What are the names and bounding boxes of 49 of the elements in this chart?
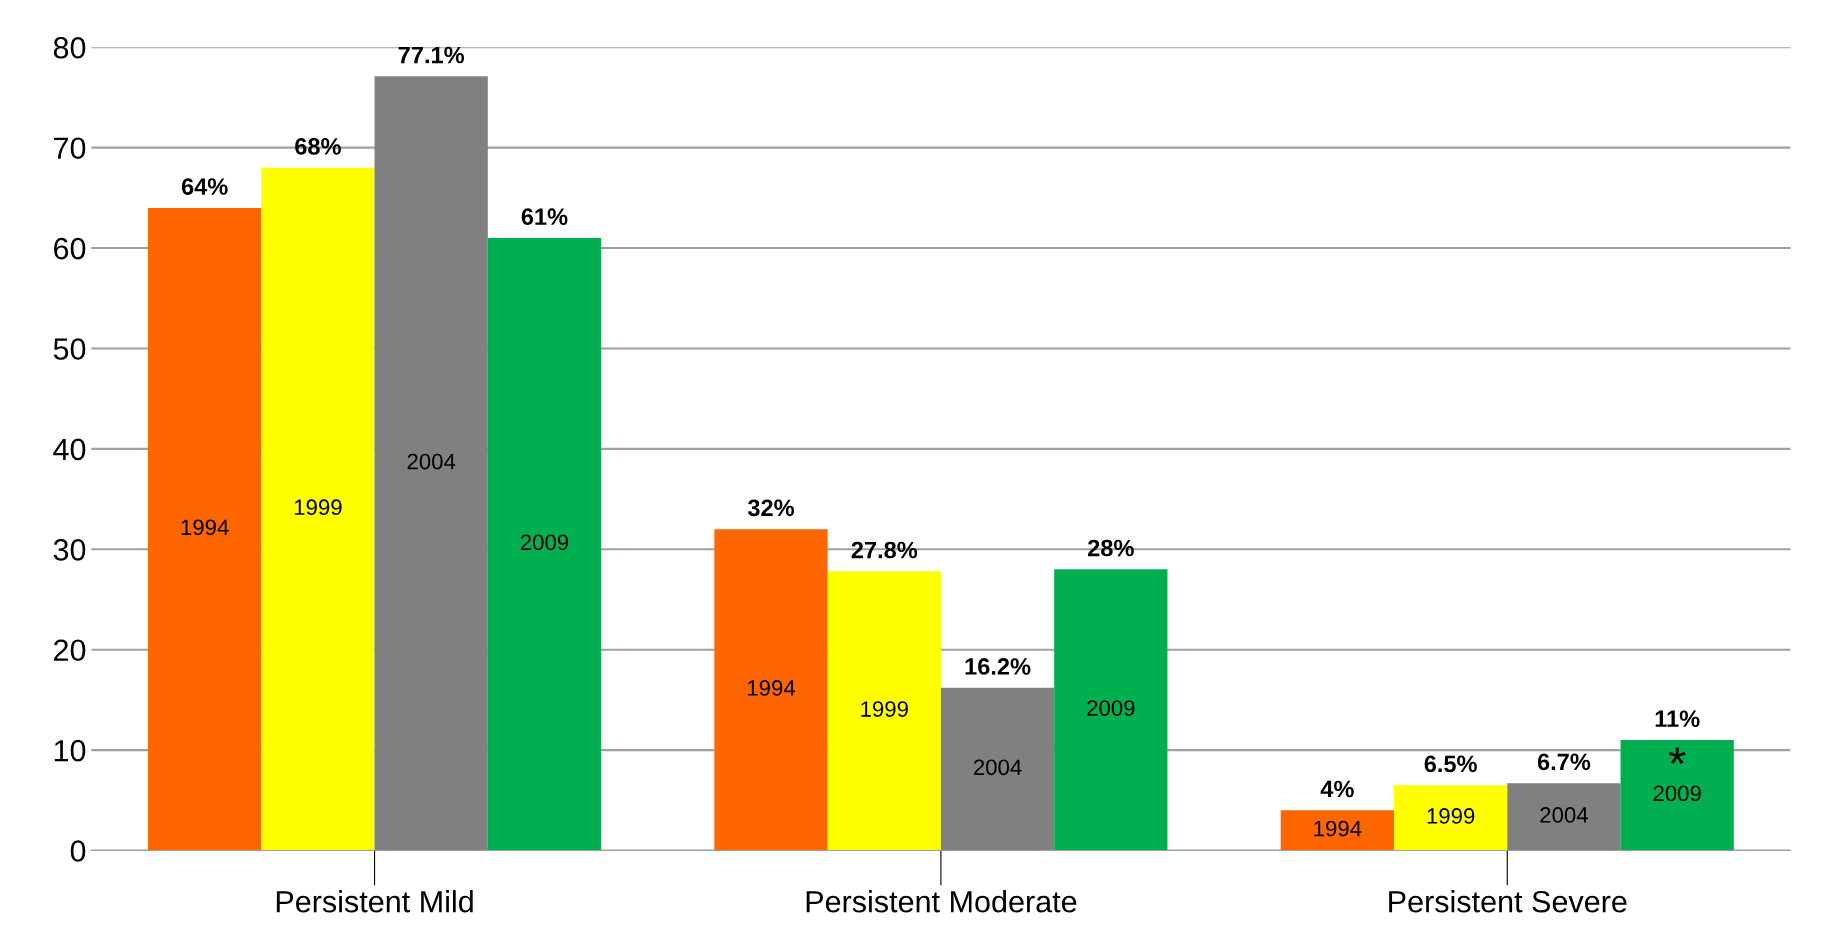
x-tick-label: Persistent Mild bbox=[276, 890, 473, 913]
data-label: 68% bbox=[295, 138, 341, 155]
data-label: 4% bbox=[1320, 780, 1354, 798]
data-label: 28% bbox=[1088, 539, 1134, 557]
bar bbox=[827, 571, 941, 851]
x-tick-label: Persistent Severe bbox=[1389, 890, 1627, 913]
data-label: 6.7% bbox=[1537, 753, 1591, 771]
y-tick-label: 60 bbox=[54, 237, 86, 260]
data-label: 32% bbox=[747, 499, 794, 517]
text: 2004 bbox=[973, 759, 1022, 776]
x-tick-label: Persistent Moderate bbox=[806, 890, 1077, 913]
bar bbox=[940, 687, 1055, 851]
annotation: * bbox=[1668, 747, 1686, 764]
bar bbox=[1620, 740, 1734, 851]
data-label: 64% bbox=[181, 178, 228, 195]
y-tick-label: 30 bbox=[53, 539, 86, 561]
y-tick-label: 0 bbox=[70, 840, 86, 862]
data-label: 11% bbox=[1655, 710, 1700, 727]
data-label: 77.1% bbox=[398, 46, 465, 64]
y-tick-label: 10 bbox=[54, 739, 86, 762]
data-label: 6.5% bbox=[1424, 755, 1477, 773]
text: 1999 bbox=[861, 701, 908, 717]
bar bbox=[1507, 783, 1621, 851]
text: 1999 bbox=[294, 499, 342, 516]
bar bbox=[1394, 785, 1508, 851]
series-label: 1999 bbox=[1427, 808, 1475, 824]
bar bbox=[261, 167, 375, 851]
y-tick-label: 50 bbox=[53, 338, 86, 360]
data-label: 27.8% bbox=[851, 541, 918, 559]
bar bbox=[1054, 569, 1168, 851]
bar bbox=[1280, 810, 1394, 851]
data-label: 61% bbox=[521, 208, 568, 226]
series-label: 2009 bbox=[520, 534, 569, 551]
text: 2004 bbox=[407, 453, 456, 470]
y-tick-label: 70 bbox=[54, 137, 86, 160]
bar bbox=[487, 238, 602, 851]
text: 1994 bbox=[181, 519, 229, 536]
y-tick-label: 40 bbox=[53, 438, 86, 461]
series-label: 1994 bbox=[1314, 820, 1362, 837]
bar bbox=[714, 529, 828, 851]
data-label: 16.2% bbox=[965, 658, 1031, 675]
text: 2009 bbox=[1087, 700, 1135, 716]
bar bbox=[374, 76, 488, 851]
text: 2009 bbox=[1653, 785, 1701, 802]
y-tick-label: 80 bbox=[53, 36, 86, 59]
series-label: 2004 bbox=[1540, 807, 1588, 823]
text: 1994 bbox=[747, 680, 796, 696]
bar bbox=[147, 207, 262, 851]
y-tick-label: 20 bbox=[54, 639, 86, 662]
